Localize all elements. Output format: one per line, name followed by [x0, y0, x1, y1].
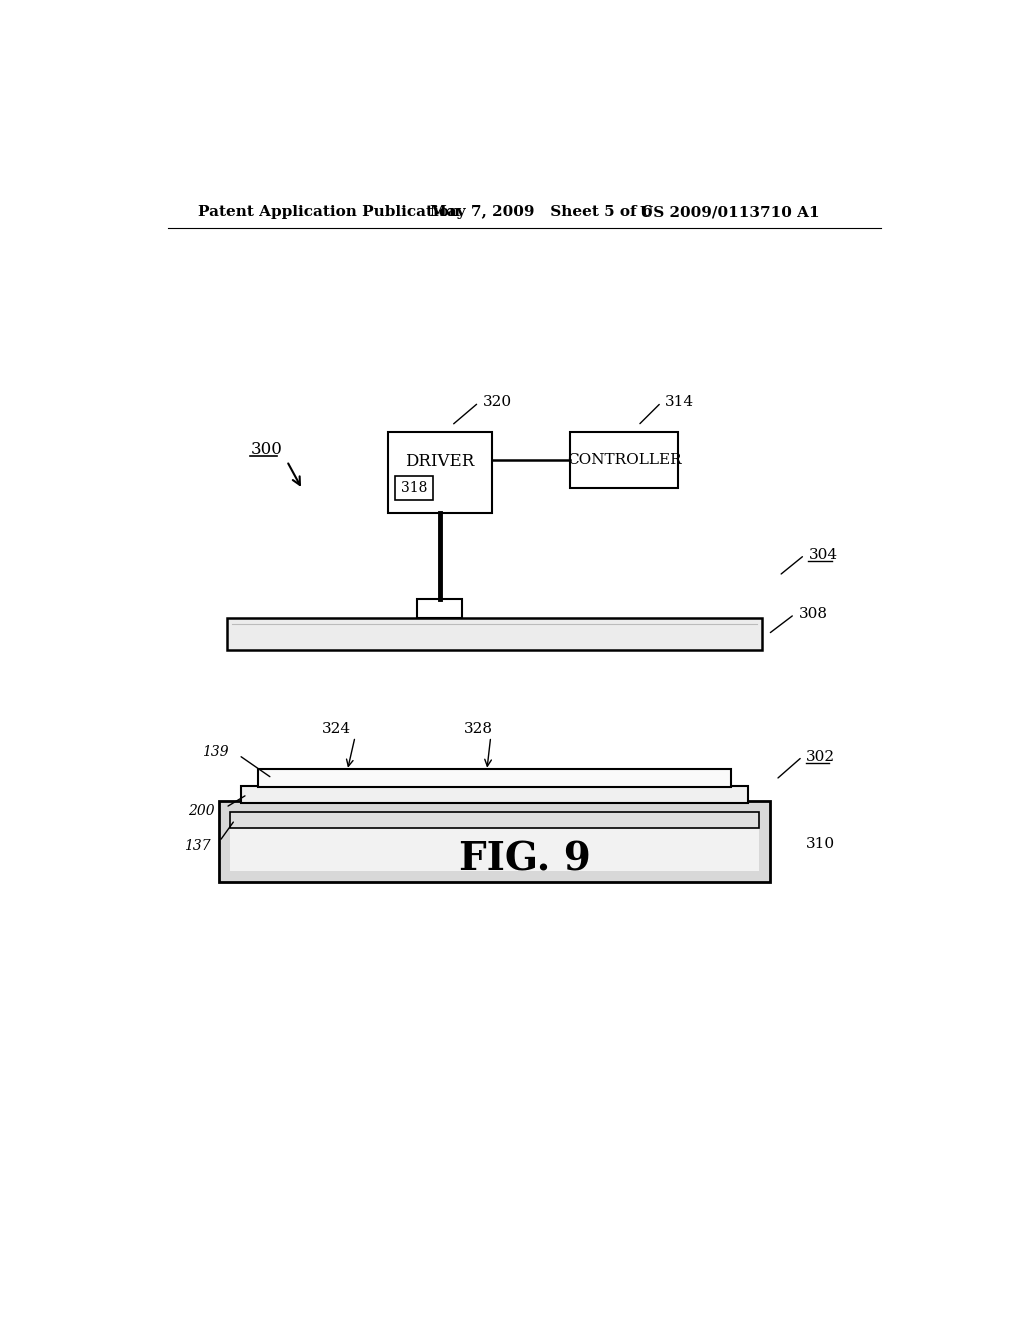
- Text: 139: 139: [203, 744, 229, 759]
- Text: 314: 314: [665, 396, 694, 409]
- Text: 137: 137: [183, 840, 210, 853]
- Bar: [569, 432, 678, 488]
- Text: Patent Application Publication: Patent Application Publication: [198, 206, 460, 219]
- Bar: [230, 812, 759, 828]
- Text: 200: 200: [188, 804, 215, 817]
- Text: 324: 324: [322, 722, 351, 737]
- Bar: [241, 785, 748, 803]
- Bar: [418, 599, 463, 618]
- Text: 320: 320: [482, 396, 512, 409]
- Text: May 7, 2009   Sheet 5 of 6: May 7, 2009 Sheet 5 of 6: [430, 206, 652, 219]
- Text: CONTROLLER: CONTROLLER: [566, 453, 681, 467]
- Bar: [230, 812, 759, 871]
- Bar: [395, 477, 432, 499]
- Bar: [388, 432, 493, 512]
- Bar: [227, 618, 762, 651]
- Text: 318: 318: [400, 480, 427, 495]
- Text: 310: 310: [806, 837, 836, 850]
- Text: DRIVER: DRIVER: [406, 453, 474, 470]
- Text: US 2009/0113710 A1: US 2009/0113710 A1: [640, 206, 819, 219]
- Text: 304: 304: [809, 548, 838, 562]
- Text: 300: 300: [251, 441, 283, 458]
- Text: 308: 308: [799, 607, 827, 622]
- Text: 328: 328: [464, 722, 493, 737]
- Text: FIG. 9: FIG. 9: [459, 840, 591, 878]
- Text: 302: 302: [806, 750, 836, 764]
- Bar: [258, 770, 731, 788]
- Bar: [219, 801, 770, 882]
